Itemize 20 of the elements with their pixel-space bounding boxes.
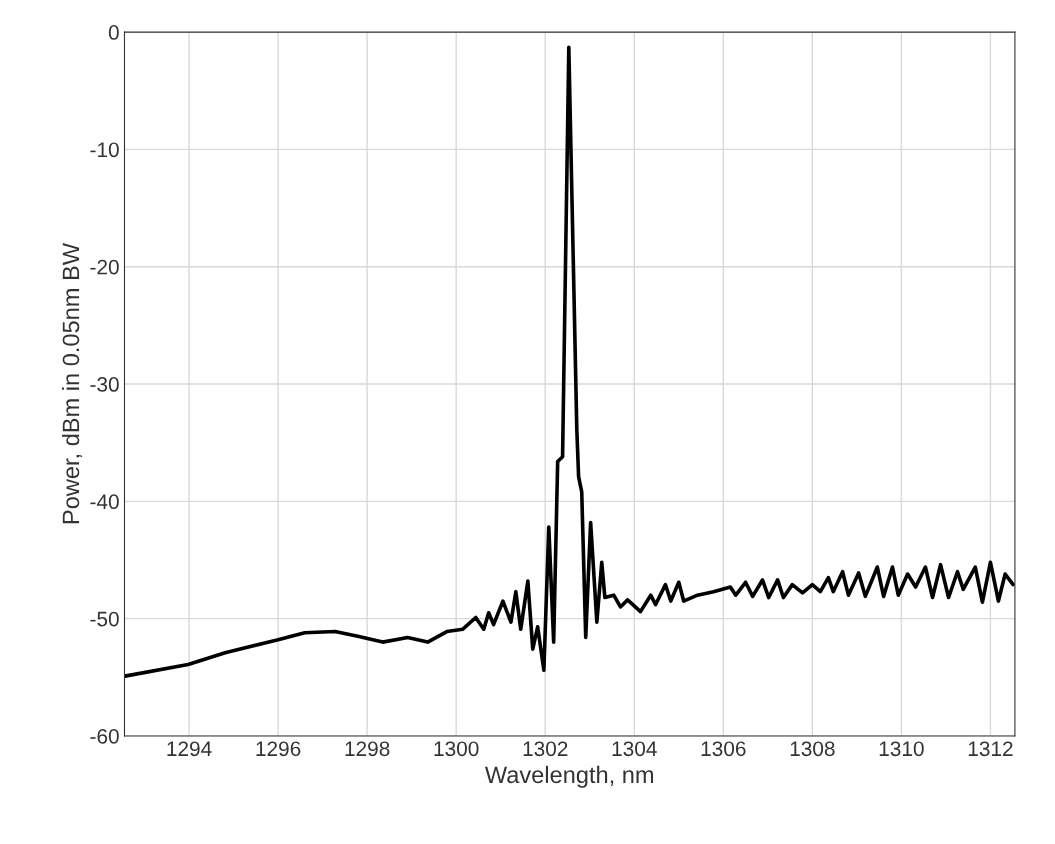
x-tick-label: 1296 [256,741,301,757]
x-tick-label: 1298 [345,741,390,757]
y-axis-title: Power, dBm in 0.05nm BW [61,243,83,524]
y-tick-label: -60 [90,728,119,744]
x-tick-label: 1308 [790,741,835,757]
line-series [124,45,1015,678]
x-axis-title: Wavelength, nm [484,765,654,788]
x-tick-label: 1302 [523,741,568,757]
y-tick-label: -50 [90,611,119,627]
x-tick-label: 1294 [167,741,212,757]
y-tick-label: -10 [90,142,119,158]
y-tick-label: -20 [90,259,119,275]
x-tick-label: 1304 [612,741,657,757]
x-tick-label: 1306 [701,741,746,757]
y-tick-label: -40 [90,494,119,510]
y-tick-label: 0 [108,25,119,40]
x-tick-label: 1310 [879,741,924,757]
x-tick-label: 1312 [968,741,1013,757]
x-tick-label: 1300 [434,741,479,757]
y-tick-label: -30 [90,377,119,392]
